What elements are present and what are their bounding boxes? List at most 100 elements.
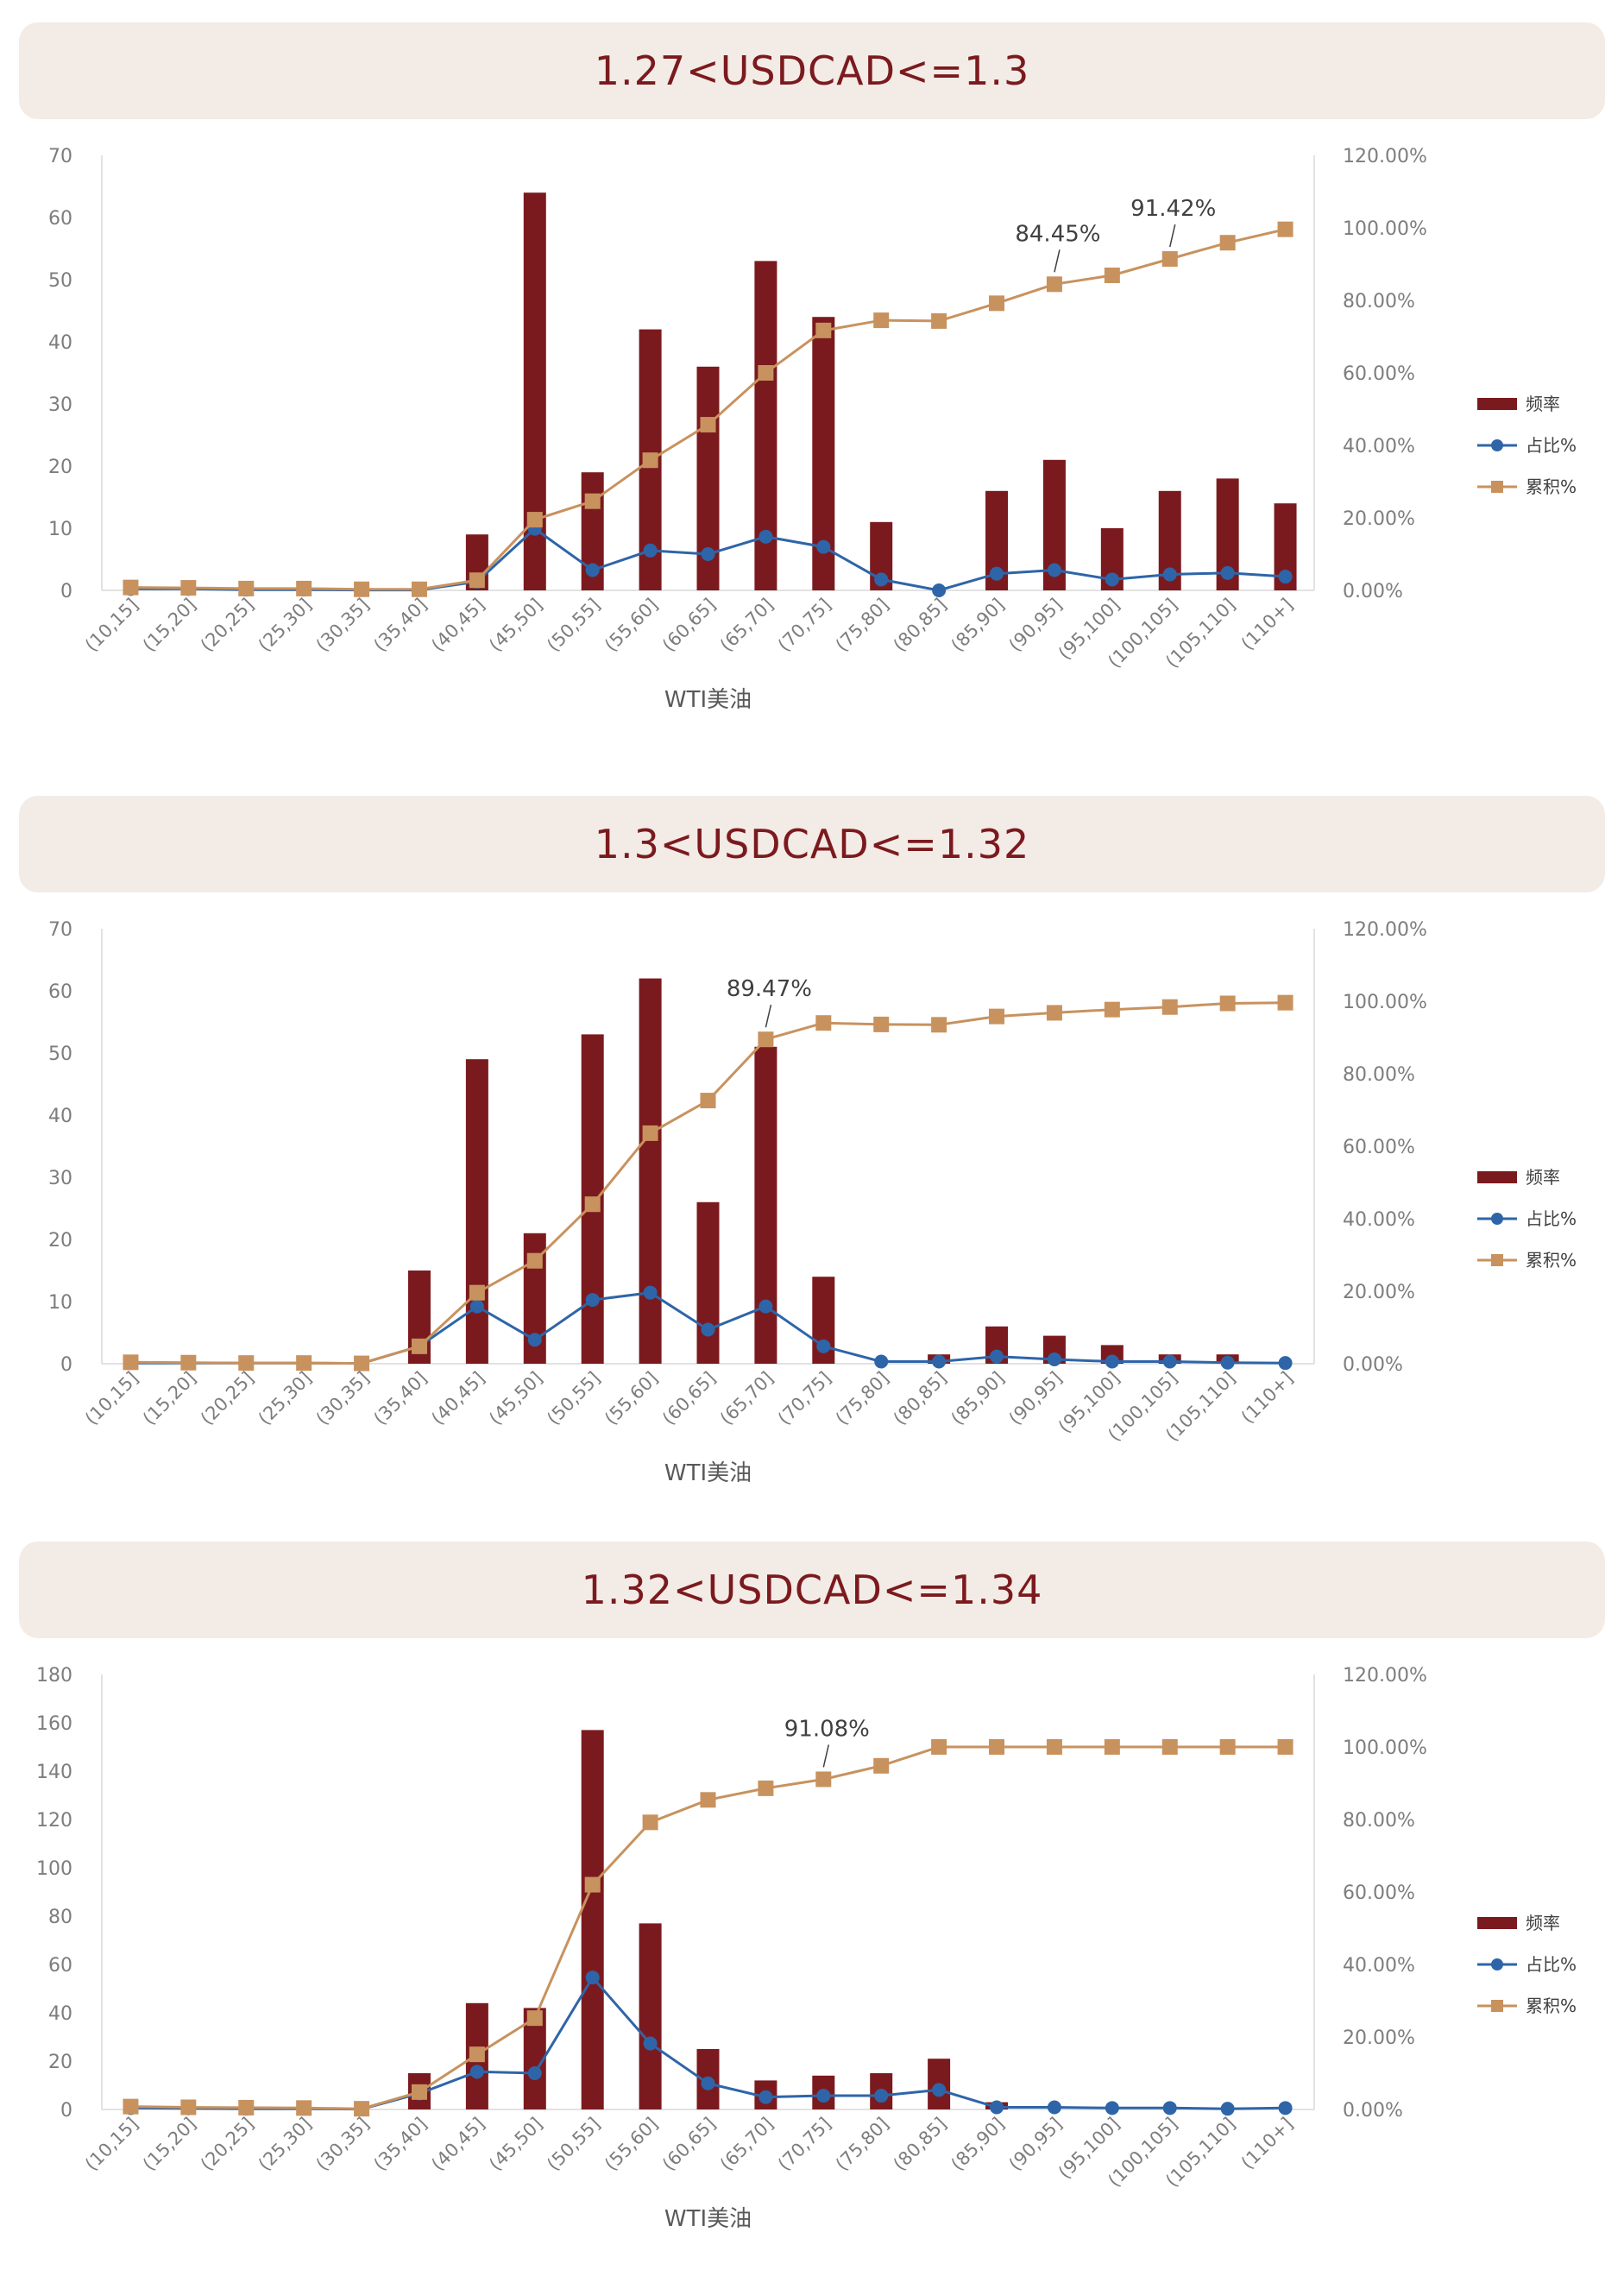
cumulative-point	[584, 1876, 601, 1893]
cumulative-point	[411, 1338, 427, 1354]
share-point	[701, 2076, 715, 2090]
share-point	[585, 563, 600, 577]
cumulative-point	[1161, 999, 1178, 1015]
share-point	[1278, 2101, 1293, 2116]
y-left-tick-label: 160	[36, 1713, 72, 1735]
bar	[696, 1201, 720, 1364]
data-annotation: 91.42%	[1130, 196, 1216, 222]
cumulative-point	[873, 1757, 890, 1774]
y-left-tick-label: 0	[60, 581, 72, 602]
legend-bar-swatch	[1477, 1917, 1517, 1929]
share-point	[1105, 1354, 1119, 1369]
legend-label: 占比%	[1526, 1954, 1577, 1975]
share-point	[1047, 1352, 1061, 1366]
share-point	[874, 572, 889, 587]
x-tick-label: (85,90]	[947, 595, 1008, 656]
x-tick-label: (35,40]	[369, 595, 431, 656]
cumulative-point	[931, 1739, 947, 1755]
x-tick-label: (15,20]	[139, 1368, 200, 1429]
x-tick-label: (40,45]	[427, 2114, 488, 2175]
bar	[639, 978, 662, 1364]
y-right-tick-label: 60.00%	[1343, 1137, 1415, 1158]
y-right-tick-label: 20.00%	[1343, 2027, 1415, 2049]
chart-title: 1.3<USDCAD<=1.32	[594, 821, 1030, 867]
combo-chart: 0 10 20 30 40 50 60 70 0.00% 20.00% 40.00% 60.00% 80…	[48, 146, 1577, 713]
x-tick-label: (30,35]	[312, 595, 374, 656]
cumulative-point	[700, 417, 716, 433]
cumulative-point	[1104, 1001, 1120, 1018]
y-left-tick-label: 0	[60, 2100, 72, 2122]
share-point	[527, 2066, 542, 2080]
cumulative-point	[238, 1355, 255, 1371]
share-point	[1220, 1355, 1235, 1370]
y-right-tick-label: 20.00%	[1343, 1282, 1415, 1303]
share-point	[701, 547, 715, 561]
x-tick-label: (55,60]	[601, 595, 662, 656]
share-point	[816, 2089, 831, 2103]
legend-share-marker	[1491, 1213, 1503, 1225]
cumulative-point	[1046, 1739, 1062, 1755]
cumulative-point	[180, 1354, 197, 1371]
y-right-tick-label: 40.00%	[1343, 1955, 1415, 1977]
cumulative-point	[354, 581, 370, 597]
share-point	[527, 1333, 542, 1347]
cumulative-point	[931, 1017, 947, 1033]
share-point	[1162, 567, 1177, 582]
share-point	[701, 1322, 715, 1337]
legend-label: 频率	[1526, 1913, 1560, 1933]
legend-cum-marker	[1491, 481, 1503, 493]
cumulative-point	[931, 312, 947, 329]
x-tick-label: (20,25]	[197, 2114, 258, 2175]
cumulative-point	[584, 1196, 601, 1213]
y-right-tick-label: 80.00%	[1343, 1064, 1415, 1086]
legend-label: 占比%	[1526, 1208, 1577, 1229]
share-point	[585, 1293, 600, 1308]
x-tick-label: (110+]	[1237, 2114, 1297, 2173]
x-tick-label: (75,80]	[832, 595, 893, 656]
legend-label: 占比%	[1526, 435, 1577, 456]
share-point	[932, 1354, 947, 1369]
legend-label: 频率	[1526, 1167, 1560, 1188]
combo-chart: 0 20 40 60 80 100 120 140 160 180 0.00% 20.00% 40.00…	[36, 1665, 1577, 2232]
annotation-leader	[822, 1744, 830, 1768]
annotation-leader	[1169, 224, 1176, 248]
x-tick-label: (70,75]	[774, 1368, 835, 1429]
chart-title-banner: 1.32<USDCAD<=1.34	[19, 1542, 1605, 1638]
y-right-tick-label: 100.00%	[1343, 218, 1427, 240]
x-tick-label: (10,15]	[81, 1368, 142, 1429]
bar	[465, 1059, 488, 1364]
legend-label: 频率	[1526, 394, 1560, 414]
x-tick-label: (30,35]	[312, 2114, 374, 2175]
share-point	[874, 2089, 889, 2103]
cumulative-point	[123, 1354, 139, 1371]
y-left-tick-label: 10	[48, 519, 72, 540]
x-tick-label: (50,55]	[543, 595, 604, 656]
x-tick-label: (45,50]	[485, 1368, 546, 1429]
cumulative-point	[123, 579, 139, 596]
chart-title-banner: 1.3<USDCAD<=1.32	[19, 796, 1605, 892]
y-left-tick-label: 50	[48, 270, 72, 292]
x-tick-label: (60,65]	[658, 2114, 720, 2175]
x-tick-label: (35,40]	[369, 1368, 431, 1429]
cumulative-point	[1277, 1739, 1294, 1755]
y-left-tick-label: 80	[48, 1907, 72, 1928]
x-tick-label: (80,85]	[890, 1368, 951, 1429]
x-tick-label: (65,70]	[716, 595, 777, 656]
cumulative-point	[469, 1284, 485, 1301]
cumulative-point	[1219, 1739, 1236, 1755]
chart-title: 1.32<USDCAD<=1.34	[581, 1567, 1043, 1613]
cumulative-point	[238, 580, 255, 596]
cumulative-point	[526, 512, 543, 528]
share-point	[1162, 2101, 1177, 2116]
cumulative-point	[989, 295, 1005, 312]
y-right-tick-label: 40.00%	[1343, 1209, 1415, 1231]
cumulative-point	[989, 1008, 1005, 1025]
cumulative-point	[758, 365, 774, 381]
cumulative-point	[296, 580, 312, 596]
y-left-tick-label: 40	[48, 332, 72, 354]
x-tick-label: (80,85]	[890, 595, 951, 656]
chart-panel-1: 1.27<USDCAD<=1.3 0 10 20 30 40 50 60 70 0.00% 20.…	[0, 0, 1624, 751]
legend-share-marker	[1491, 1958, 1503, 1970]
cumulative-point	[642, 452, 658, 469]
legend-share-marker	[1491, 439, 1503, 451]
